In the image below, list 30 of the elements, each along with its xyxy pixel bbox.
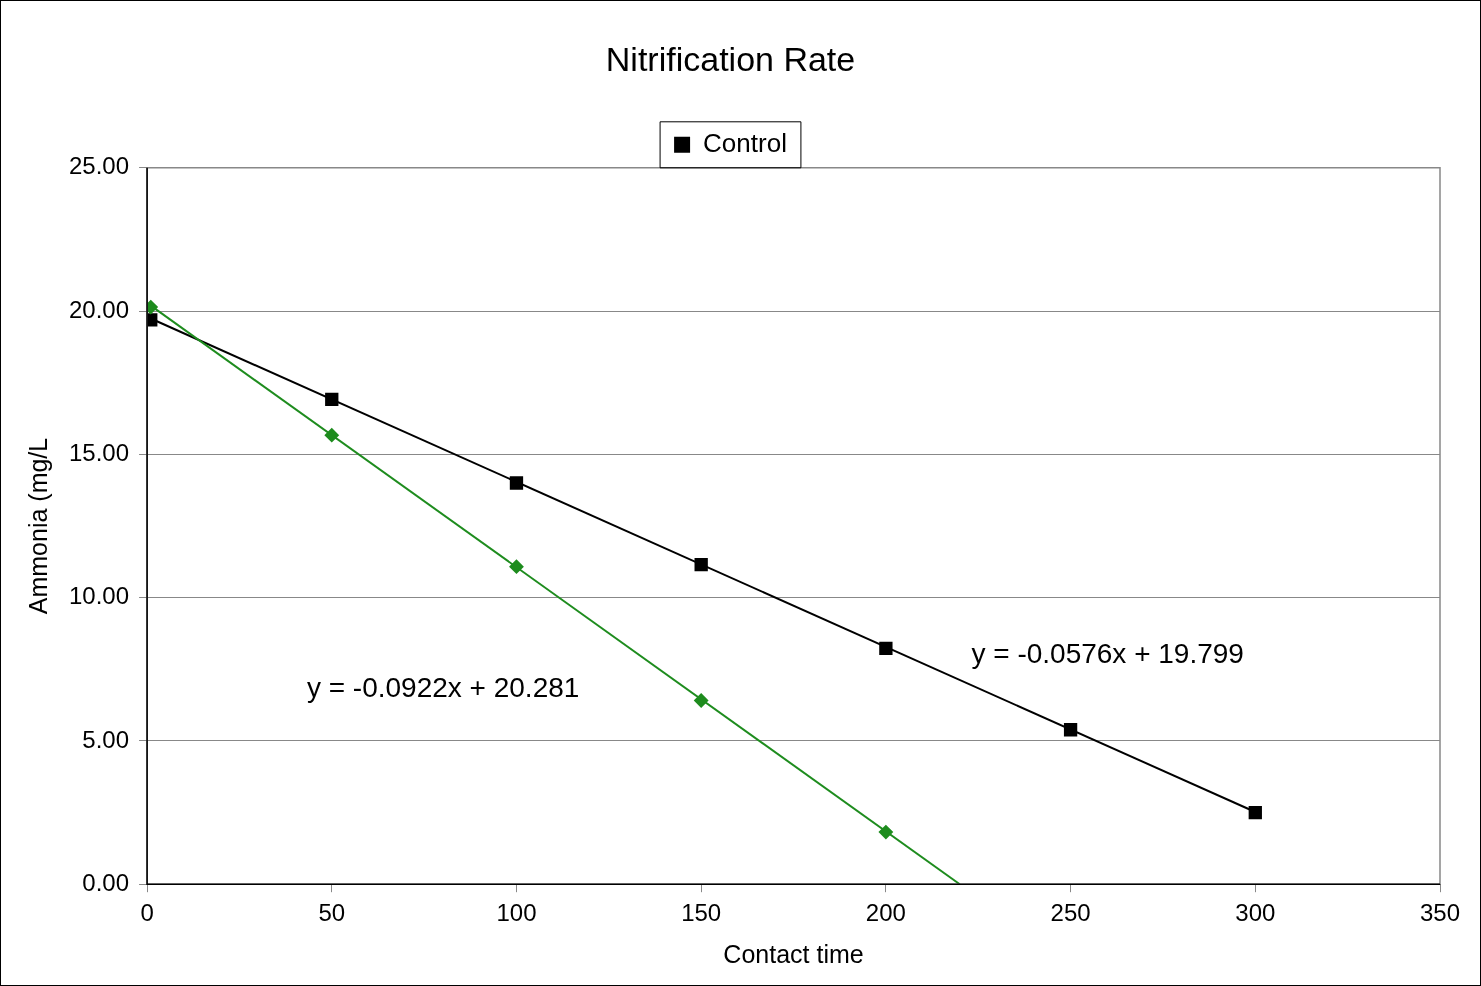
legend-label: Control — [703, 127, 787, 158]
x-axis-title: Contact time — [723, 939, 864, 968]
y-tick-label: 5.00 — [82, 725, 130, 753]
point — [1248, 805, 1262, 820]
x-tick-label: 50 — [318, 899, 346, 927]
y-tick-label: 20.00 — [69, 295, 130, 323]
chart-title: Nitrification Rate — [605, 39, 856, 78]
annotation: y = -0.0922x + 20.281 — [306, 672, 580, 704]
point — [324, 428, 339, 443]
x-tick-label: 100 — [496, 899, 537, 927]
x-tick-label: 200 — [865, 899, 906, 927]
x-tick-label: 300 — [1235, 899, 1276, 927]
x-tick-label: 0 — [140, 899, 154, 927]
point — [694, 558, 708, 572]
y-tick-label: 25.00 — [69, 152, 130, 180]
y-tick-label: 10.00 — [69, 582, 130, 610]
point — [509, 559, 524, 574]
point — [1063, 723, 1078, 737]
y-tick-label: 0.00 — [82, 868, 130, 896]
point — [325, 392, 339, 406]
x-tick-label: 250 — [1050, 899, 1091, 927]
point — [509, 476, 524, 490]
point — [878, 825, 893, 840]
x-tick-label: 350 — [1419, 899, 1461, 927]
y-axis-title: Ammonia (mg/L — [23, 437, 52, 615]
point — [879, 641, 893, 656]
x-tick-label: 150 — [681, 899, 722, 927]
y-tick-label: 15.00 — [69, 438, 130, 466]
point — [694, 693, 709, 708]
annotation: y = -0.0576x + 19.799 — [971, 637, 1244, 669]
